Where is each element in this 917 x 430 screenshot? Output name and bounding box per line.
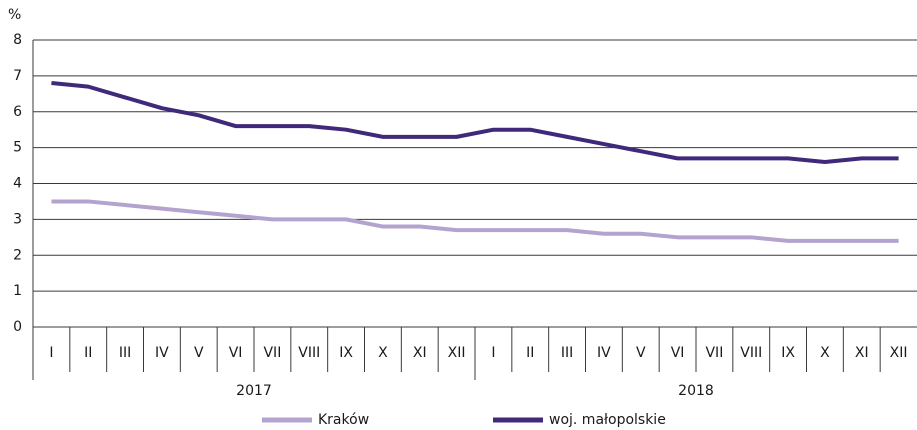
y-tick-label: 4 [13,176,22,192]
y-tick-label: 5 [13,140,22,156]
y-tick-label: 8 [13,32,22,48]
x-tick-label: IV [597,345,611,361]
x-tick-label: XI [413,345,427,361]
x-tick-label: XI [855,345,869,361]
x-tick-label: IX [339,345,353,361]
x-tick-label: II [526,345,534,361]
x-tick-label: IX [781,345,795,361]
x-tick-label: XII [448,345,466,361]
x-tick-label: II [84,345,92,361]
x-tick-label: VIII [740,345,762,361]
x-tick-label: X [820,345,830,361]
legend-label: woj. małopolskie [549,412,666,428]
y-tick-label: 3 [13,211,22,227]
x-tick-label: IV [155,345,169,361]
x-tick-label: X [378,345,388,361]
x-tick-label: I [49,345,53,361]
y-tick-label: 2 [13,247,22,263]
x-tick-label: VI [229,345,243,361]
x-tick-label: VI [671,345,685,361]
x-group-label: 2018 [678,383,714,399]
x-tick-label: VII [263,345,281,361]
y-tick-label: 7 [13,68,22,84]
x-tick-label: VIII [298,345,320,361]
x-tick-label: VII [705,345,723,361]
y-tick-label: 1 [13,283,22,299]
x-tick-label: I [491,345,495,361]
x-tick-label: V [636,345,646,361]
line-series [51,81,899,164]
y-tick-label: 6 [13,104,22,120]
line-series [51,199,899,243]
x-tick-label: XII [890,345,908,361]
x-tick-label: III [119,345,131,361]
y-unit-label: % [8,7,21,23]
y-tick-label: 0 [13,319,22,335]
x-tick-label: V [194,345,204,361]
x-tick-label: III [561,345,573,361]
legend-label: Kraków [318,412,369,428]
x-group-label: 2017 [236,383,272,399]
